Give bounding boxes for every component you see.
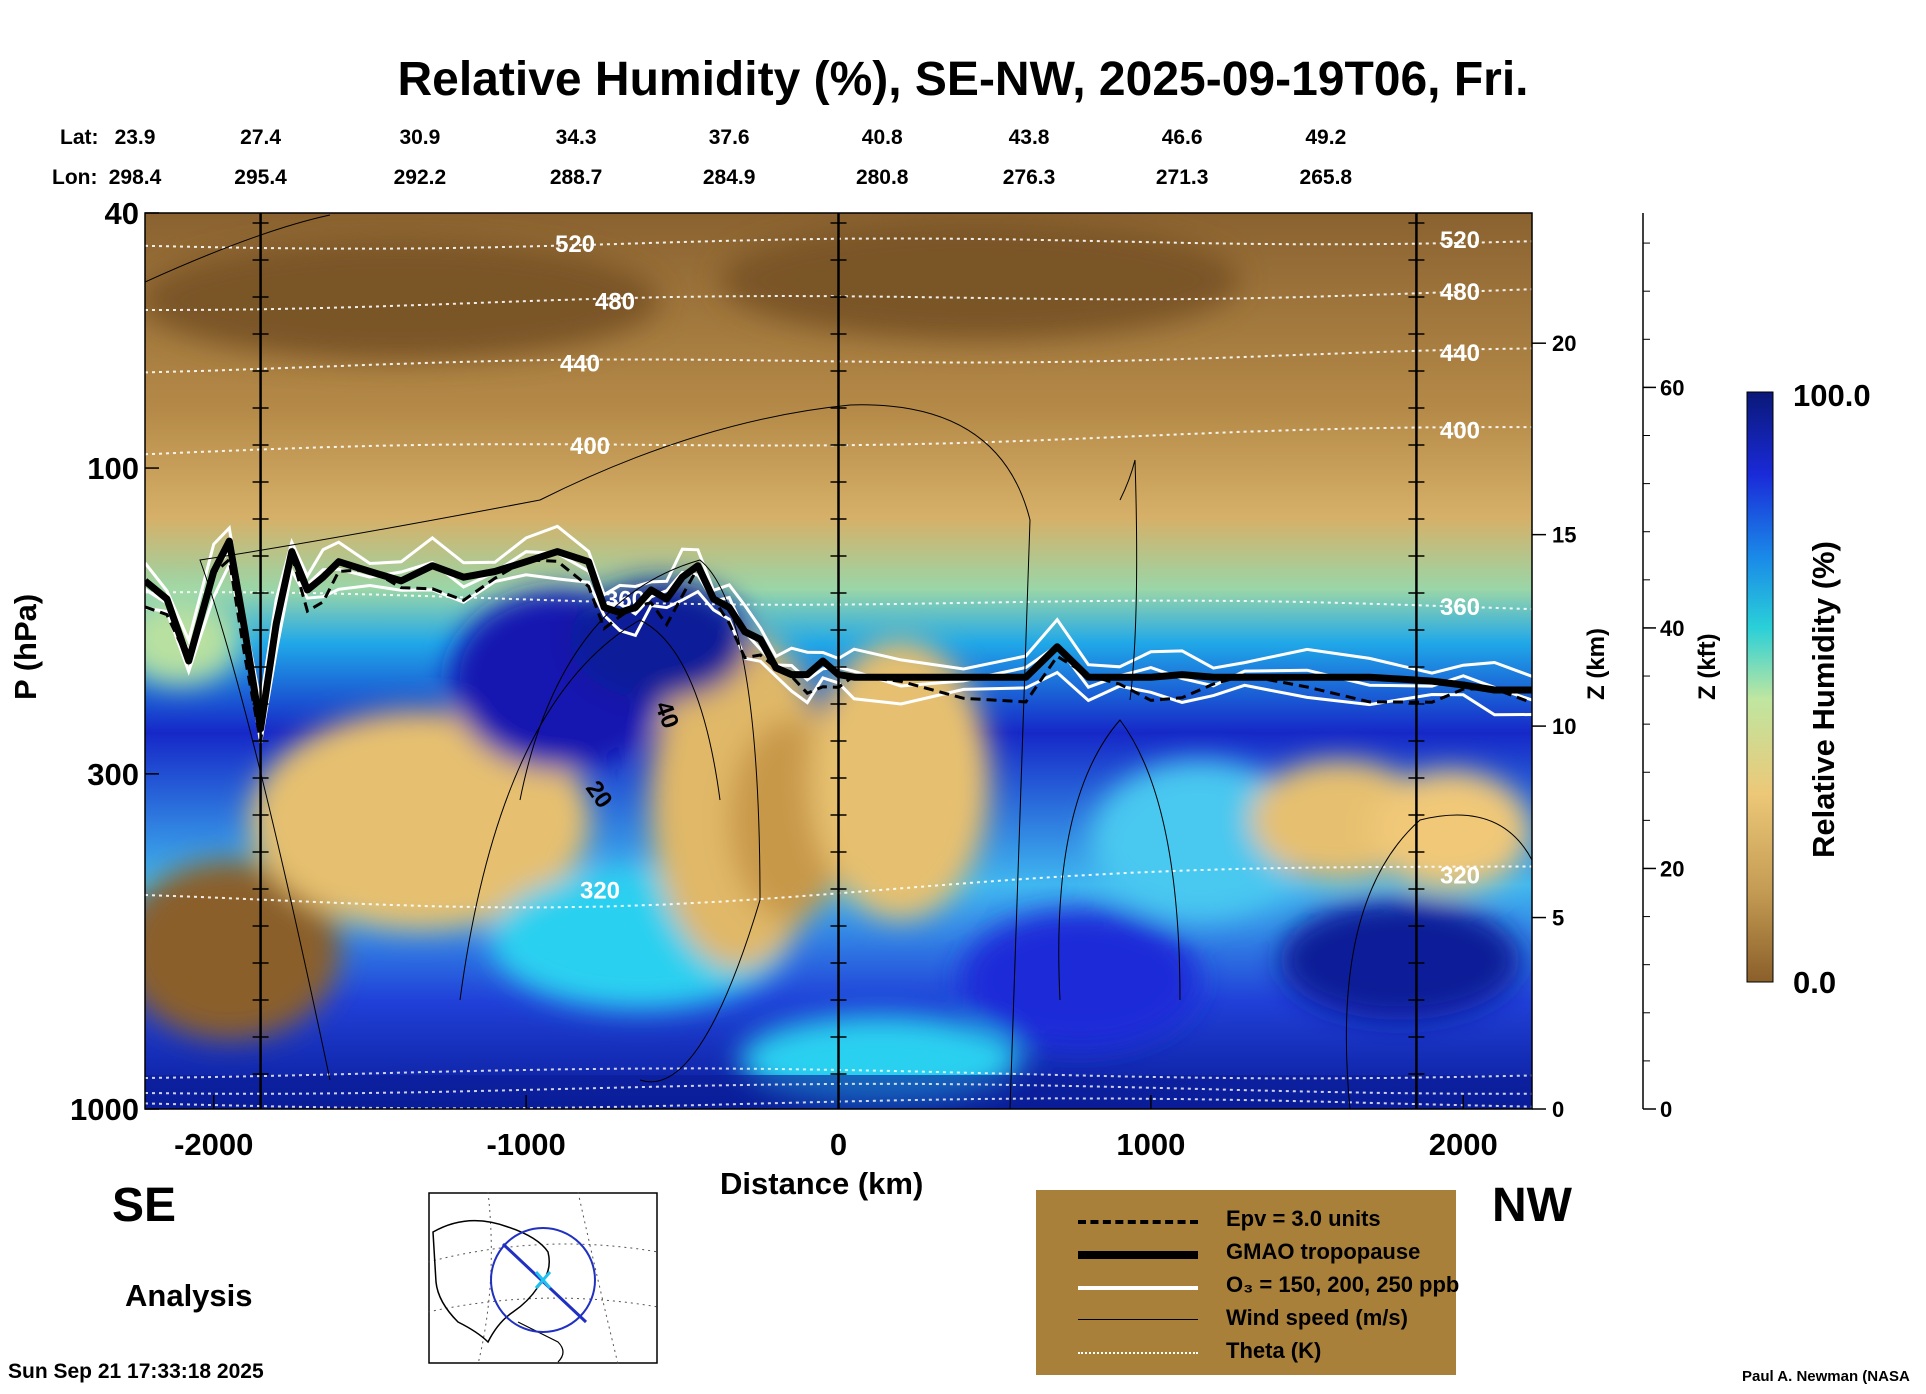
z-km-tick-label: 15 [1552, 523, 1576, 548]
heavy-line-swatch-icon [1078, 1251, 1198, 1259]
theta-label: 400 [570, 433, 610, 460]
legend-item-ozone: O₃ = 150, 200, 250 ppb [1036, 1272, 1460, 1302]
colorbar-title: Relative Humidity (%) [1806, 541, 1841, 858]
thin-line-swatch-icon [1078, 1319, 1198, 1320]
x-tick-label: 2000 [1429, 1127, 1498, 1162]
dashed-line-swatch-icon [1078, 1220, 1198, 1224]
z-km-title: Z (km) [1583, 628, 1610, 700]
coastline [432, 1219, 550, 1344]
wind-contour [459, 619, 721, 1001]
lon-value: 280.8 [855, 166, 909, 189]
lon-value: 276.3 [1002, 166, 1056, 189]
lat-value: 43.8 [1008, 126, 1050, 149]
theta-label: 400 [1440, 418, 1480, 445]
credit: Paul A. Newman (NASA [1742, 1368, 1910, 1385]
white-line-swatch-icon [1078, 1286, 1198, 1290]
theta-label: 320 [580, 878, 620, 905]
inset-map [428, 1192, 658, 1364]
z-kft-axis: 0 20 40 60 [1642, 213, 1684, 1122]
lon-value: 288.7 [549, 166, 603, 189]
theta-label: 520 [555, 231, 595, 258]
legend-item-theta: Theta (K) [1036, 1338, 1456, 1368]
x-axis-title: Distance (km) [720, 1166, 924, 1201]
tropopause-polyline [145, 537, 1532, 733]
z-kft-tick-label: 40 [1660, 616, 1684, 641]
wind-contour [1345, 814, 1532, 1109]
theta-label: 320 [1440, 862, 1480, 889]
p-tick-label: 40 [105, 196, 139, 231]
vertical-markers [252, 213, 1425, 1109]
lon-value: 298.4 [108, 166, 162, 189]
lat-value: 46.6 [1161, 126, 1203, 149]
wind-contour [519, 559, 761, 1083]
legend-label: Theta (K) [1226, 1338, 1322, 1363]
lon-value: 292.2 [393, 166, 447, 189]
p-tick-label: 100 [87, 451, 139, 486]
theta-label: 480 [595, 288, 635, 315]
lon-label: Lon: [52, 166, 98, 189]
legend-item-epv: Epv = 3.0 units [1036, 1206, 1456, 1236]
ozone-line [145, 524, 1532, 704]
z-km-tick-label: 20 [1552, 331, 1576, 356]
legend-label: O₃ = 150, 200, 250 ppb [1226, 1272, 1460, 1297]
theta-label: 360 [1440, 594, 1480, 621]
timestamp: Sun Sep 21 17:33:18 2025 [8, 1360, 264, 1383]
legend-label: Epv = 3.0 units [1226, 1206, 1381, 1231]
p-tick-label: 1000 [70, 1092, 139, 1127]
wind-contour [1058, 719, 1181, 1001]
legend-item-wind: Wind speed (m/s) [1036, 1305, 1456, 1335]
theta-label: 520 [1440, 227, 1480, 254]
lat-value: 34.3 [555, 126, 597, 149]
direction-right: NW [1492, 1179, 1572, 1232]
lat-value: 27.4 [240, 126, 282, 149]
lat-value: 40.8 [861, 126, 903, 149]
direction-left: SE [112, 1179, 177, 1232]
x-tick-label: -2000 [174, 1127, 253, 1162]
pressure-axis: 1000 300 100 40 [70, 196, 159, 1127]
center-marker-icon [534, 1271, 552, 1289]
lat-label: Lat: [60, 126, 99, 149]
wind-contour [145, 214, 331, 283]
x-axis: -2000 -1000 0 1000 2000 [174, 1095, 1498, 1162]
colorbar-max-label: 100.0 [1793, 378, 1871, 413]
legend-item-tropopause: GMAO tropopause [1036, 1239, 1456, 1269]
lon-value: 284.9 [702, 166, 756, 189]
y-axis-title: P (hPa) [8, 593, 43, 700]
z-km-axis: 0 5 10 15 20 [1532, 331, 1576, 1122]
chart-title: Relative Humidity (%), SE-NW, 2025-09-19… [397, 53, 1529, 106]
dotted-line-swatch-icon [1078, 1352, 1198, 1354]
lat-value: 30.9 [399, 126, 441, 149]
x-tick-label: 1000 [1116, 1127, 1185, 1162]
z-km-tick-label: 10 [1552, 714, 1576, 739]
x-tick-label: 0 [830, 1127, 847, 1162]
colorbar-min-label: 0.0 [1793, 965, 1837, 1000]
wind-contour [199, 404, 1031, 1109]
z-km-tick-label: 0 [1552, 1097, 1564, 1122]
theta-label: 440 [560, 351, 600, 378]
lat-value: 23.9 [114, 126, 156, 149]
z-kft-tick-label: 0 [1660, 1097, 1672, 1122]
wind-contour [1119, 459, 1138, 701]
x-tick-label: -1000 [486, 1127, 565, 1162]
z-kft-tick-label: 20 [1660, 856, 1684, 881]
z-kft-title: Z (kft) [1694, 633, 1721, 700]
z-kft-tick-label: 60 [1660, 375, 1684, 400]
lon-value: 295.4 [234, 166, 287, 189]
theta-label: 480 [1440, 279, 1480, 306]
lat-value: 49.2 [1305, 126, 1347, 149]
analysis-label: Analysis [125, 1278, 253, 1313]
tropopause-line [145, 537, 1532, 742]
colorbar [1746, 391, 1774, 983]
legend-label: GMAO tropopause [1226, 1239, 1421, 1264]
z-km-tick-label: 5 [1552, 906, 1564, 931]
legend: Epv = 3.0 units GMAO tropopause O₃ = 150… [1036, 1190, 1460, 1375]
legend-label: Wind speed (m/s) [1226, 1305, 1408, 1330]
lon-value: 265.8 [1299, 166, 1353, 189]
lon-value: 271.3 [1155, 166, 1209, 189]
region-circle [490, 1227, 596, 1333]
theta-label: 440 [1440, 340, 1480, 367]
lat-value: 37.6 [708, 126, 750, 149]
p-tick-label: 300 [87, 757, 139, 792]
